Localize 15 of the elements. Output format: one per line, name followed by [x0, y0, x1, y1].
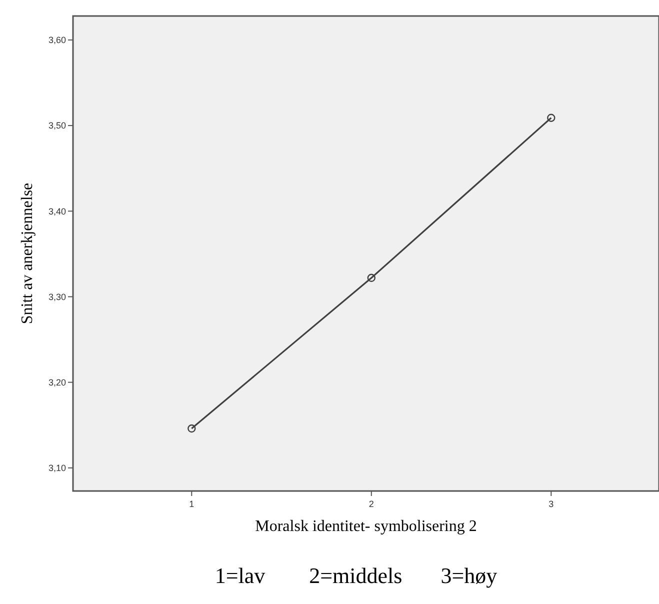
- x-tick-label: 3: [548, 499, 554, 509]
- y-axis-title: Snitt av anerkjennelse: [19, 182, 36, 324]
- y-tick-label: 3,50: [48, 120, 66, 131]
- text: 1=lav 2=middels 3=høy: [214, 563, 498, 588]
- y-tick-label: 3,10: [48, 463, 66, 474]
- x-axis-title: Moralsk identitet- symbolisering 2: [255, 518, 477, 535]
- point: [188, 424, 196, 433]
- point: [547, 114, 556, 122]
- point: [367, 274, 376, 282]
- y-tick-label: 3,40: [48, 206, 66, 216]
- y-tick-label: 3,60: [48, 35, 66, 46]
- y-tick-label: 3,30: [48, 292, 66, 302]
- y-tick-label: 3,20: [48, 377, 66, 388]
- x-tick-label: 2: [368, 499, 374, 509]
- x-tick-label: 1: [189, 499, 194, 509]
